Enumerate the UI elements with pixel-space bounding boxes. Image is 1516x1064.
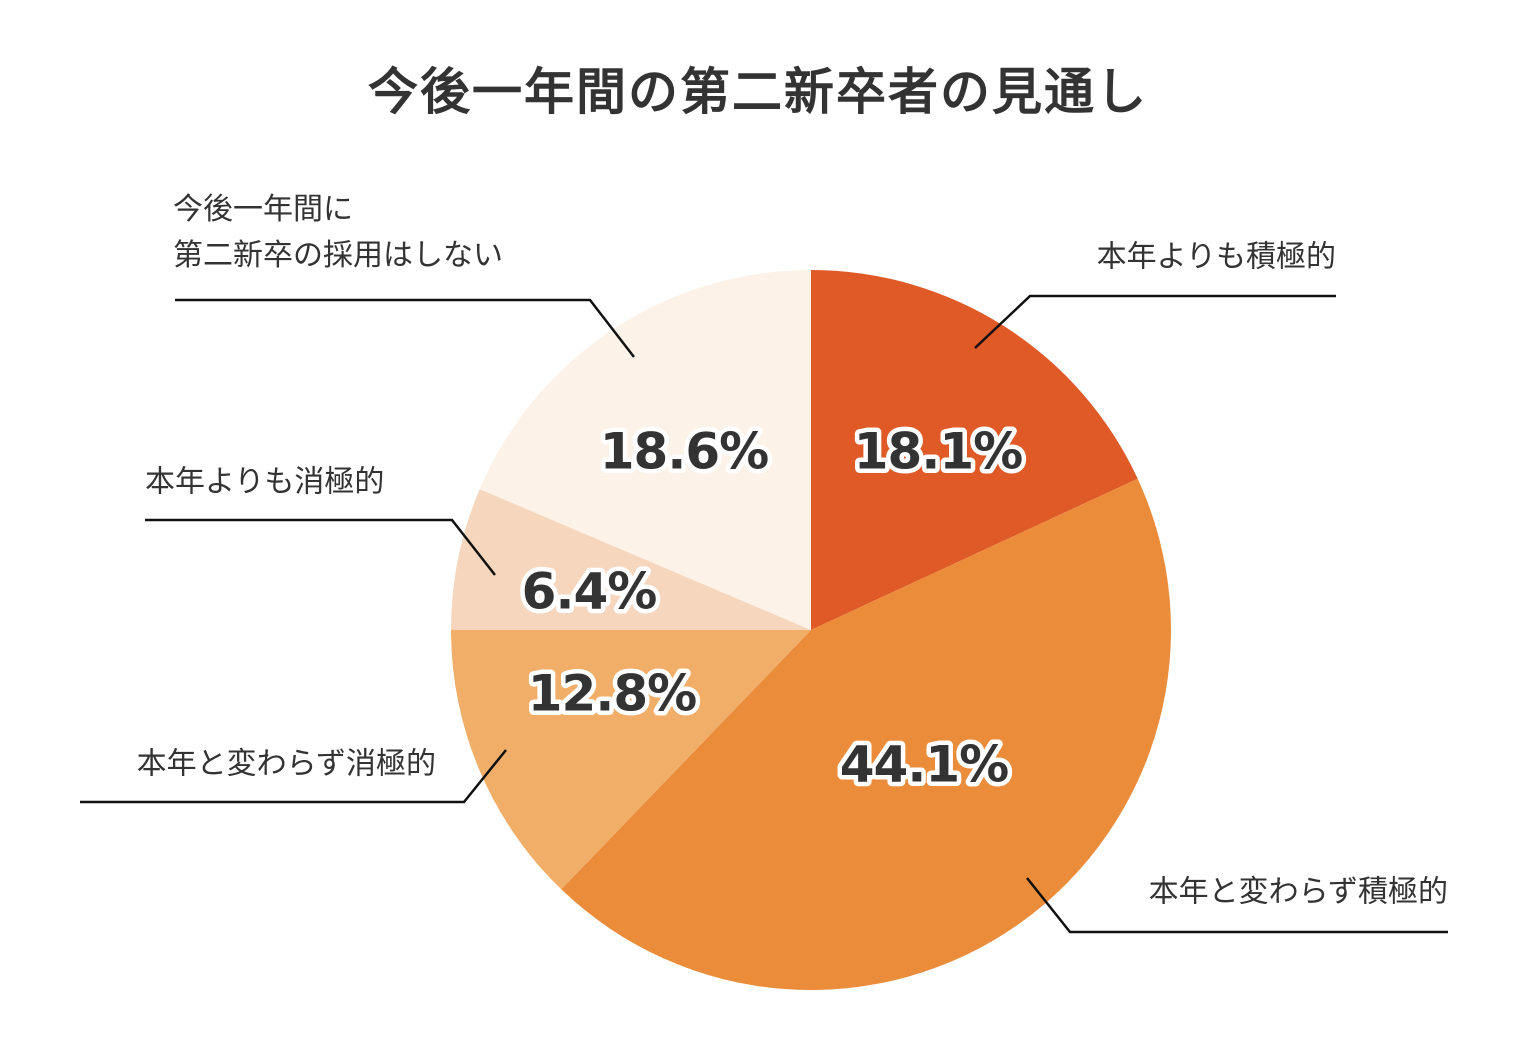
leader-line bbox=[175, 298, 635, 358]
leader-line bbox=[1026, 877, 1448, 934]
pie-slice bbox=[451, 489, 811, 630]
slice-percent-label: 18.6% bbox=[600, 423, 768, 481]
slice-percent-label: 12.8% bbox=[528, 665, 696, 723]
pie-slices bbox=[451, 270, 1171, 990]
slice-percent-label: 44.1% bbox=[840, 736, 1008, 794]
slice-category-label: 本年よりも消極的 bbox=[145, 465, 384, 500]
pie-slice bbox=[811, 270, 1138, 630]
category-labels: 本年よりも積極的本年と変わらず積極的本年と変わらず消極的本年よりも消極的今後一年… bbox=[137, 192, 1448, 910]
percent-labels: 18.1% 44.1% 12.8% 6.4% 18.6% bbox=[517, 418, 1028, 798]
slice-percent-label: 6.4% bbox=[522, 563, 657, 621]
pie-slice bbox=[561, 478, 1171, 990]
leader-line bbox=[80, 749, 507, 804]
slice-category-label: 本年と変わらず積極的 bbox=[1149, 875, 1448, 910]
slice-category-label-line: 今後一年間に bbox=[173, 192, 353, 227]
slice-category-label: 今後一年間に第二新卒の採用はしない bbox=[173, 192, 503, 273]
slice-percent-label: 18.1% bbox=[854, 423, 1022, 481]
leader-line bbox=[145, 518, 496, 576]
pie-slice bbox=[451, 630, 811, 890]
pie-slice bbox=[479, 270, 811, 630]
slice-category-label-line: 第二新卒の採用はしない bbox=[173, 238, 503, 273]
slice-category-label: 本年よりも積極的 bbox=[1097, 240, 1336, 275]
leader-line bbox=[974, 294, 1336, 349]
chart-title: 今後一年間の第二新卒者の見通し bbox=[368, 63, 1148, 121]
leader-lines bbox=[80, 294, 1448, 934]
slice-category-label: 本年と変わらず消極的 bbox=[137, 747, 436, 782]
